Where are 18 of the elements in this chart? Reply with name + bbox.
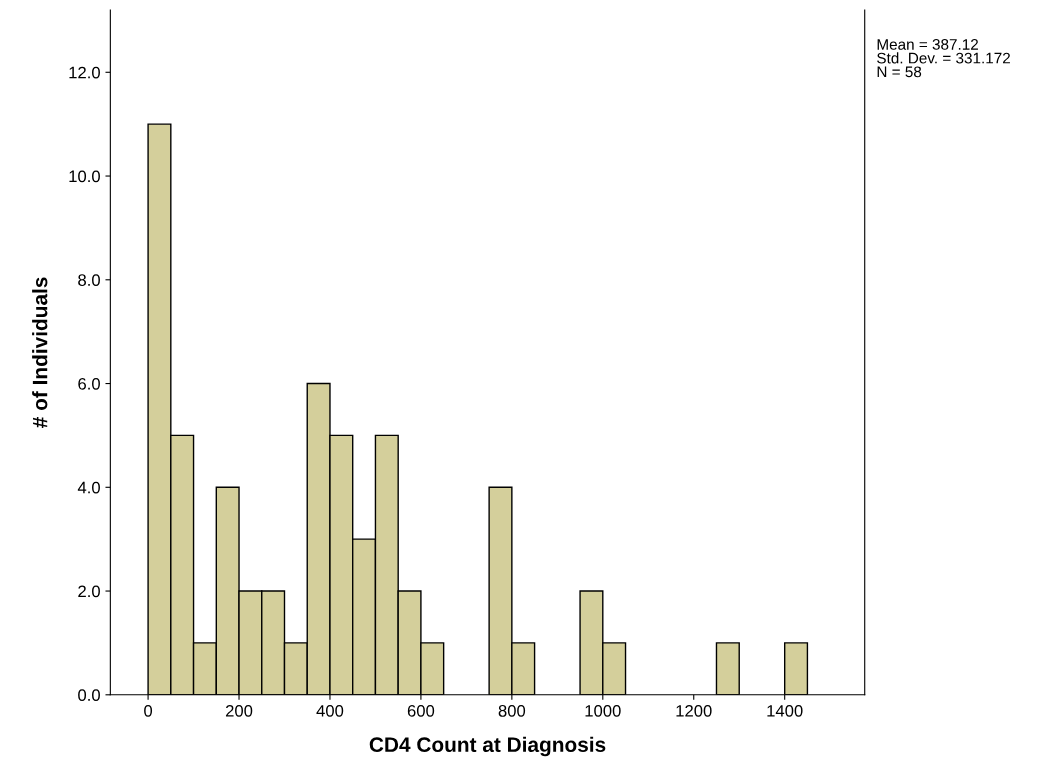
x-tick-label: 1000 [585, 704, 621, 717]
x-tick-label: 600 [407, 704, 435, 717]
x-tick-label: 800 [498, 704, 526, 717]
x-tick-label: 400 [316, 704, 344, 717]
y-tick-label: 4.0 [77, 481, 100, 494]
x-tick-label: 0 [144, 704, 153, 717]
y-tick-label: 0.0 [78, 689, 100, 701]
x-tick-label: 1400 [767, 704, 803, 717]
y-tick-label: 2.0 [78, 585, 100, 598]
y-tick-label: 8.0 [78, 274, 100, 286]
x-tick-label: 200 [225, 704, 253, 717]
x-axis-title: CD4 Count at Diagnosis [369, 736, 606, 757]
y-tick-label: 6.0 [78, 377, 100, 390]
x-tick-label: 1200 [676, 704, 712, 717]
y-tick-label: 10.0 [69, 170, 100, 183]
y-axis-title: # of Individuals [32, 277, 48, 428]
y-tick-label: 12.0 [69, 66, 100, 79]
text: Mean = 387.12 Std. Dev. = 331.172 N = 58 [877, 39, 1010, 78]
